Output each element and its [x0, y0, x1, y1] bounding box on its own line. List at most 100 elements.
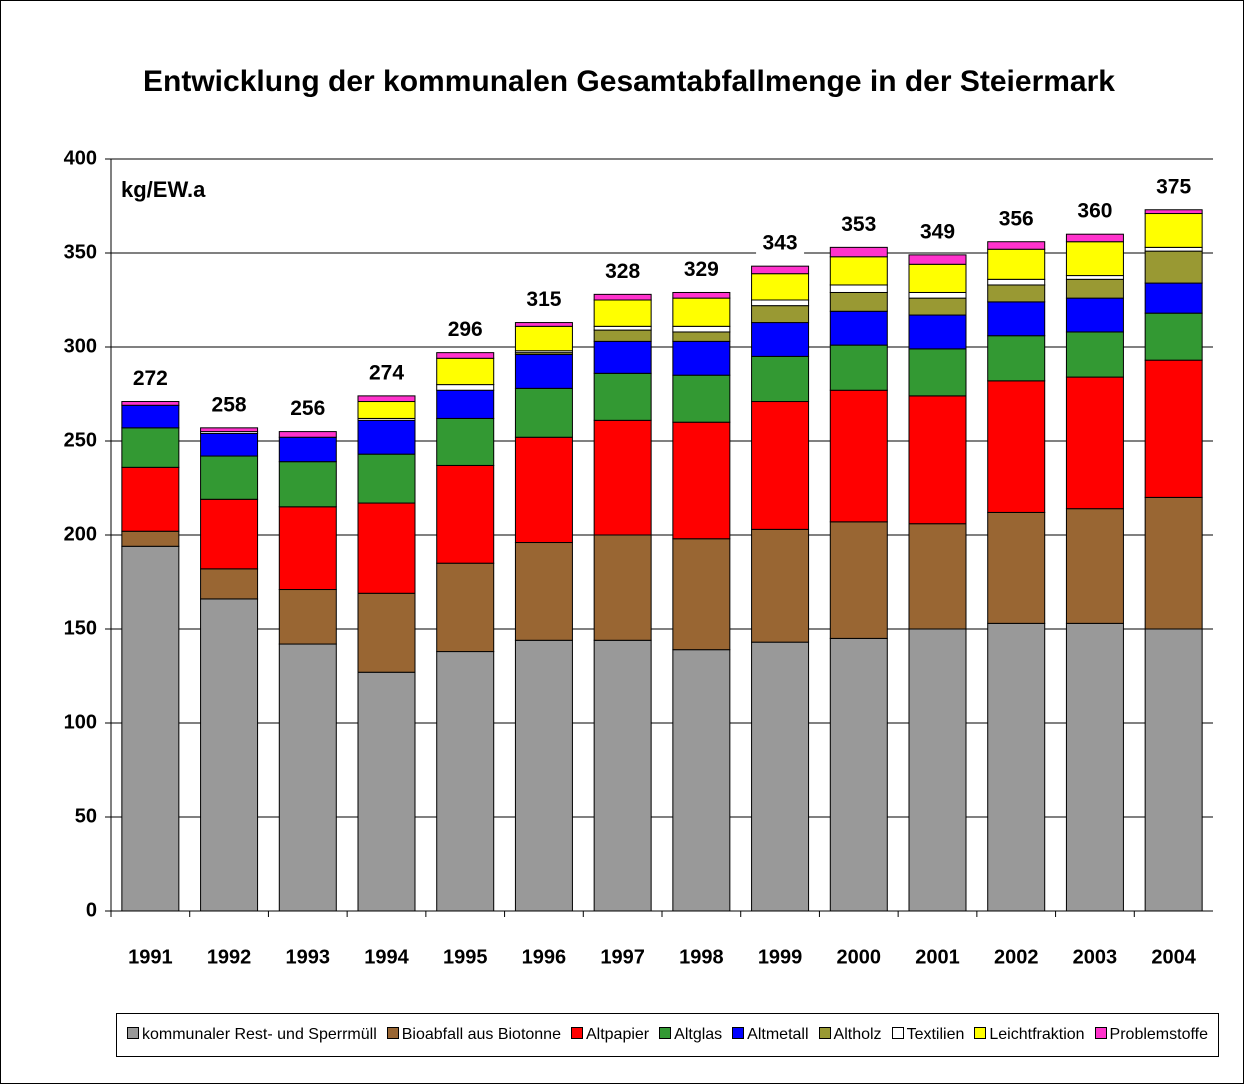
- page: Entwicklung der kommunalen Gesamtabfallm…: [0, 0, 1244, 1084]
- bar-segment: [122, 531, 179, 546]
- y-tick-label: 0: [86, 899, 97, 921]
- bar-segment: [1066, 623, 1123, 911]
- total-label: 375: [1156, 175, 1191, 198]
- bar-segment: [122, 405, 179, 428]
- total-label: 296: [448, 318, 483, 341]
- bar-segment: [1066, 377, 1123, 509]
- bar-segment: [1066, 242, 1123, 276]
- bar-segment: [437, 563, 494, 651]
- bar-segment: [437, 353, 494, 359]
- bar-segment: [437, 385, 494, 391]
- bar-segment: [673, 298, 730, 326]
- bar-segment: [1145, 251, 1202, 283]
- bar-segment: [515, 323, 572, 327]
- y-tick-label: 100: [64, 711, 97, 733]
- x-tick-label: 1998: [679, 946, 724, 968]
- bar-segment: [673, 422, 730, 539]
- bar-segment: [358, 454, 415, 503]
- y-tick-label: 300: [64, 335, 97, 357]
- y-tick-label: 250: [64, 429, 97, 451]
- bar-segment: [437, 418, 494, 465]
- bar-segment: [594, 373, 651, 420]
- bar-segment: [201, 499, 258, 569]
- total-label: 360: [1077, 200, 1112, 223]
- bar-segment: [279, 432, 336, 438]
- total-label: 274: [369, 361, 404, 384]
- bar-segment: [752, 266, 809, 274]
- bar-segment: [909, 524, 966, 629]
- bar-segment: [122, 467, 179, 531]
- legend-item: Bioabfall aus Biotonne: [387, 1026, 561, 1044]
- bar-segment: [122, 546, 179, 911]
- bar-segment: [1066, 234, 1123, 242]
- bar-segment: [279, 644, 336, 911]
- bar-segment: [909, 349, 966, 396]
- bar-segment: [1145, 313, 1202, 360]
- x-tick-label: 1996: [522, 946, 567, 968]
- x-tick-label: 1995: [443, 946, 488, 968]
- bar-segment: [358, 503, 415, 593]
- bar-segment: [673, 539, 730, 650]
- bar-segment: [358, 402, 415, 419]
- legend-item: Altmetall: [732, 1026, 808, 1044]
- legend-item: Altglas: [659, 1026, 722, 1044]
- legend: kommunaler Rest- und Sperrmüll Bioabfall …: [116, 1013, 1219, 1057]
- legend-swatch: [819, 1027, 831, 1039]
- x-tick-label: 1999: [758, 946, 803, 968]
- bar-segment: [1145, 214, 1202, 248]
- total-label: 356: [999, 207, 1034, 230]
- bar-segment: [830, 390, 887, 522]
- bar-segment: [1145, 360, 1202, 497]
- bar-segment: [752, 356, 809, 401]
- bar-segment: [1145, 497, 1202, 629]
- bar-segment: [279, 507, 336, 590]
- x-tick-label: 2004: [1151, 946, 1196, 968]
- legend-label: Textilien: [907, 1026, 965, 1043]
- bar-segment: [988, 279, 1045, 285]
- total-label: 258: [212, 393, 247, 416]
- bar-segment: [988, 249, 1045, 279]
- bar-segment: [201, 433, 258, 456]
- bar-segment: [279, 437, 336, 461]
- bar-segment: [752, 642, 809, 911]
- bar-segment: [988, 623, 1045, 911]
- bar-segment: [201, 456, 258, 499]
- bar-segment: [1066, 279, 1123, 298]
- bar-segment: [752, 306, 809, 323]
- total-label: 315: [526, 288, 561, 311]
- legend-swatch: [571, 1027, 583, 1039]
- bar-segment: [201, 569, 258, 599]
- bar-segment: [437, 652, 494, 911]
- bar-segment: [830, 292, 887, 311]
- legend-swatch: [974, 1027, 986, 1039]
- bar-segment: [673, 326, 730, 332]
- bar-segment: [988, 285, 1045, 302]
- legend-label: Bioabfall aus Biotonne: [402, 1026, 561, 1043]
- bar-segment: [1145, 283, 1202, 313]
- bar-segment: [358, 396, 415, 402]
- bar-segment: [909, 298, 966, 315]
- legend-label: Altholz: [834, 1026, 882, 1043]
- total-label: 353: [841, 213, 876, 236]
- legend-label: kommunaler Rest- und Sperrmüll: [142, 1026, 377, 1043]
- x-tick-label: 1991: [128, 946, 173, 968]
- legend-swatch: [892, 1027, 904, 1039]
- bar-segment: [988, 381, 1045, 513]
- bar-segment: [594, 300, 651, 326]
- legend-swatch: [127, 1027, 139, 1039]
- legend-item: Problemstoffe: [1095, 1026, 1208, 1044]
- legend-item: Textilien: [892, 1026, 965, 1044]
- total-label: 349: [920, 220, 955, 243]
- bar-segment: [515, 543, 572, 641]
- bar-segment: [515, 640, 572, 911]
- bar-segment: [909, 264, 966, 292]
- x-tick-label: 1992: [207, 946, 252, 968]
- bar-segment: [830, 257, 887, 285]
- bar-segment: [437, 390, 494, 418]
- bar-segment: [988, 512, 1045, 623]
- legend-item: Altholz: [819, 1026, 882, 1044]
- bar-segment: [830, 345, 887, 390]
- bar-segment: [1066, 332, 1123, 377]
- x-tick-label: 1997: [600, 946, 645, 968]
- bar-segment: [594, 640, 651, 911]
